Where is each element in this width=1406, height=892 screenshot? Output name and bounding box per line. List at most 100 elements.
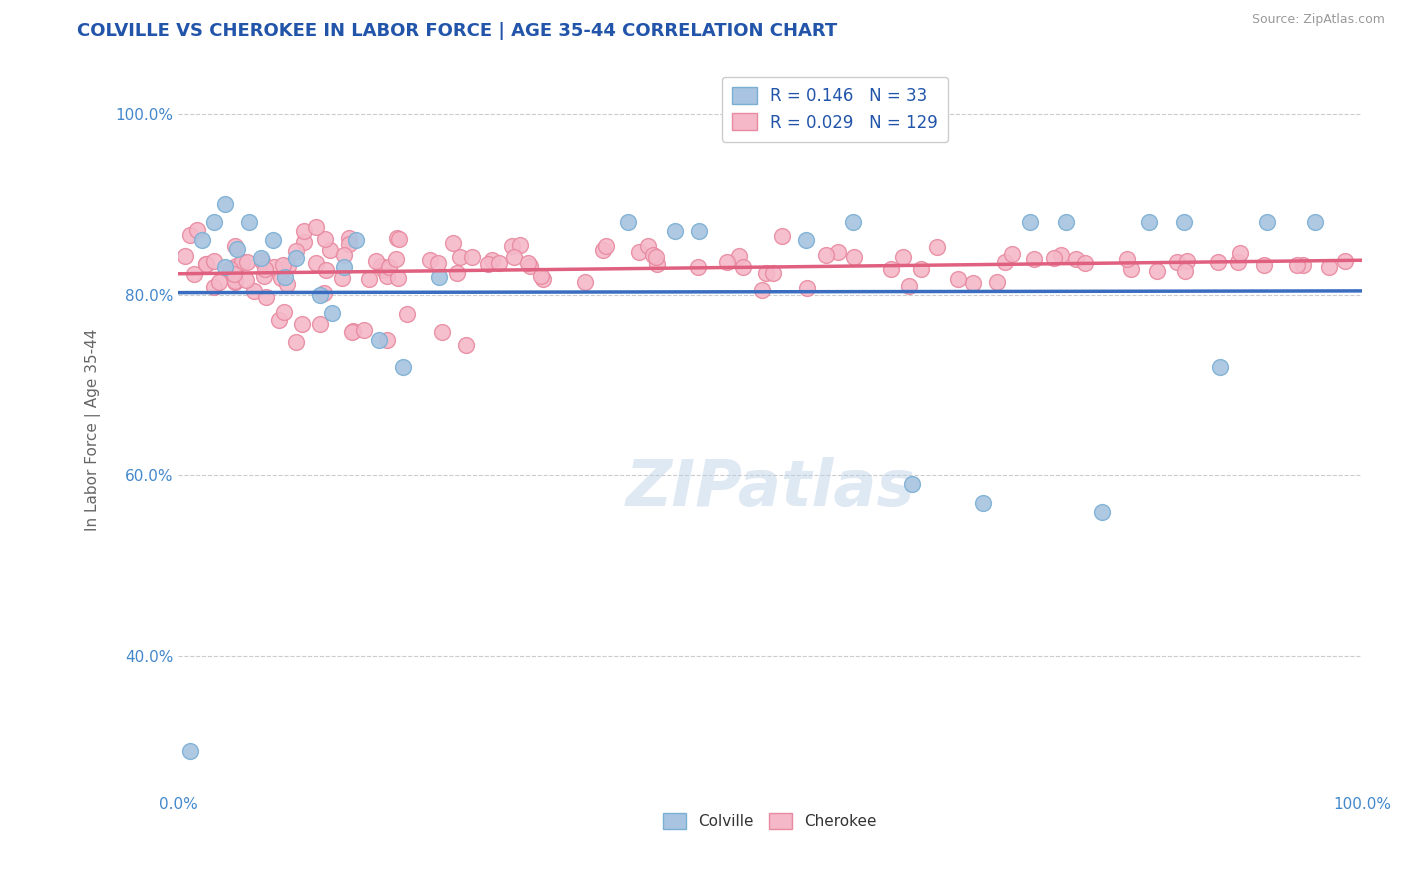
Point xyxy=(751,283,773,297)
Point xyxy=(1229,246,1251,260)
Point xyxy=(1285,258,1308,272)
Point xyxy=(477,257,499,271)
Point xyxy=(225,259,247,273)
Point xyxy=(531,271,554,285)
Point xyxy=(815,248,838,262)
Point xyxy=(1333,253,1355,268)
Point xyxy=(186,223,208,237)
Point xyxy=(1064,252,1087,266)
Point xyxy=(292,235,315,250)
Point xyxy=(238,215,260,229)
Point xyxy=(880,261,903,276)
Point xyxy=(1022,252,1045,266)
Point xyxy=(378,260,401,275)
Point xyxy=(716,255,738,269)
Point xyxy=(449,250,471,264)
Point xyxy=(637,239,659,253)
Point xyxy=(224,274,246,288)
Point xyxy=(1206,254,1229,268)
Point xyxy=(269,313,291,327)
Point xyxy=(1317,260,1340,274)
Point xyxy=(340,326,363,340)
Point xyxy=(972,495,994,509)
Point xyxy=(946,272,969,286)
Point xyxy=(461,250,484,264)
Point xyxy=(595,238,617,252)
Point xyxy=(645,250,668,264)
Point xyxy=(314,285,336,300)
Point xyxy=(353,323,375,337)
Point xyxy=(1073,256,1095,270)
Point xyxy=(509,238,531,252)
Point xyxy=(1209,359,1232,374)
Legend: Colville, Cherokee: Colville, Cherokee xyxy=(657,806,883,835)
Point xyxy=(373,263,395,277)
Point xyxy=(686,260,709,274)
Point xyxy=(208,275,231,289)
Point xyxy=(309,287,332,301)
Point xyxy=(250,252,273,266)
Point xyxy=(342,324,364,338)
Point xyxy=(1050,248,1073,262)
Point xyxy=(285,244,308,258)
Point xyxy=(1043,251,1066,265)
Point xyxy=(827,244,849,259)
Point xyxy=(430,325,453,339)
Point xyxy=(357,271,380,285)
Point xyxy=(901,477,924,491)
Point xyxy=(392,359,415,374)
Point xyxy=(762,266,785,280)
Point xyxy=(503,251,526,265)
Point xyxy=(375,269,398,284)
Text: COLVILLE VS CHEROKEE IN LABOR FORCE | AGE 35-44 CORRELATION CHART: COLVILLE VS CHEROKEE IN LABOR FORCE | AG… xyxy=(77,22,838,40)
Point xyxy=(842,215,865,229)
Point xyxy=(294,224,316,238)
Point xyxy=(344,233,367,247)
Point xyxy=(794,233,817,247)
Point xyxy=(395,307,418,321)
Point xyxy=(308,317,330,331)
Point xyxy=(253,262,276,277)
Point xyxy=(986,275,1008,289)
Point xyxy=(962,276,984,290)
Point xyxy=(226,243,249,257)
Point xyxy=(1019,215,1042,229)
Point xyxy=(271,258,294,272)
Point xyxy=(592,244,614,258)
Point xyxy=(426,256,449,270)
Point xyxy=(179,228,201,243)
Point xyxy=(285,252,308,266)
Point xyxy=(235,272,257,286)
Point xyxy=(645,258,668,272)
Point xyxy=(315,263,337,277)
Point xyxy=(643,248,665,262)
Point xyxy=(1292,258,1315,272)
Point xyxy=(1137,215,1160,229)
Point xyxy=(214,260,236,275)
Point xyxy=(1001,246,1024,260)
Text: ZIPatlas: ZIPatlas xyxy=(626,457,915,519)
Point xyxy=(1256,215,1278,229)
Point xyxy=(366,254,388,268)
Point xyxy=(441,236,464,251)
Text: Source: ZipAtlas.com: Source: ZipAtlas.com xyxy=(1251,13,1385,27)
Point xyxy=(727,249,749,263)
Point xyxy=(385,231,408,245)
Point xyxy=(370,259,392,273)
Point xyxy=(530,268,553,283)
Point xyxy=(1121,262,1143,277)
Point xyxy=(1116,252,1139,267)
Point xyxy=(263,260,285,275)
Point xyxy=(388,232,411,246)
Point xyxy=(194,257,217,271)
Point xyxy=(488,256,510,270)
Point xyxy=(419,252,441,267)
Point xyxy=(219,263,242,277)
Point xyxy=(333,248,356,262)
Point xyxy=(273,305,295,319)
Point xyxy=(277,259,299,273)
Point xyxy=(454,338,477,352)
Point xyxy=(252,269,274,284)
Point xyxy=(333,260,356,275)
Point xyxy=(319,243,342,257)
